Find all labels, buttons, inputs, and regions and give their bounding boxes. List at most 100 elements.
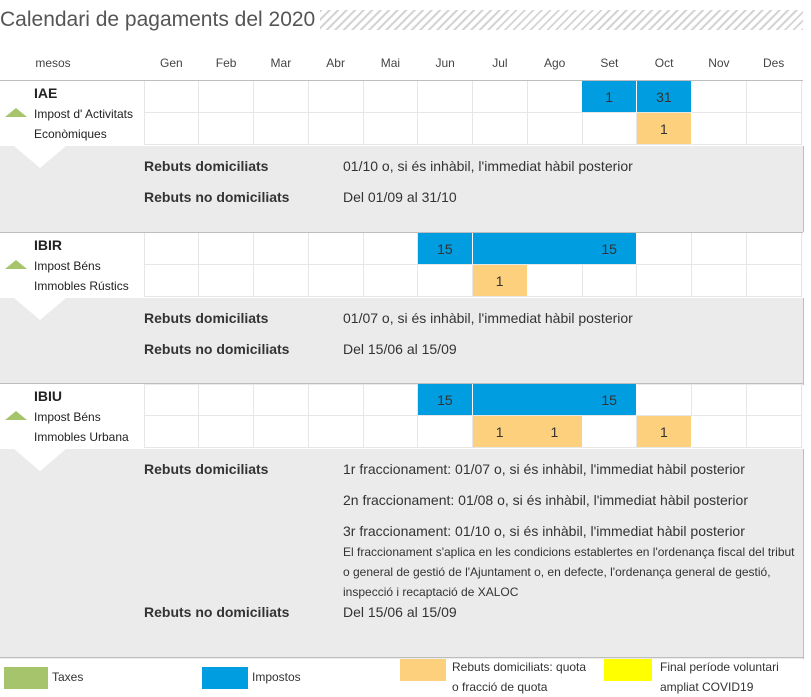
calendar-cell-set[interactable]: 15 <box>582 233 638 265</box>
month-header-oct: Oct <box>654 56 674 70</box>
tax-code: IAE <box>34 85 58 101</box>
tax-label[interactable]: IBIU Impost Béns Immobles Urbana <box>0 384 144 449</box>
no-domiciliats-label: Rebuts no domiciliats <box>144 189 290 205</box>
tax-description: Impost d' Activitats <box>34 107 133 121</box>
calendar-cell-des <box>746 233 802 265</box>
tax-block-iae: IAE Impost d' Activitats Econòmiques 1 31 1 Re… <box>0 80 804 232</box>
domiciliats-value: 2n fraccionament: 01/08 o, si és inhàbil… <box>343 492 748 508</box>
calendar-cell-set[interactable]: 15 <box>582 384 638 416</box>
domiciliats-label: Rebuts domiciliats <box>144 461 269 477</box>
expand-triangle-icon[interactable] <box>5 108 27 117</box>
domiciliats-value: 1r fraccionament: 01/07 o, si és inhàbil… <box>343 461 745 477</box>
month-header-gen: Gen <box>160 56 183 70</box>
calendar-cell-mai <box>363 416 419 448</box>
calendar-cell-gen <box>144 384 200 416</box>
calendar-cell-ago[interactable] <box>527 233 583 265</box>
calendar-cell-oct[interactable]: 1 <box>636 416 692 448</box>
fraccionament-note: El fraccionament s'aplica en les condici… <box>343 545 795 599</box>
calendar-cell-abr <box>308 384 364 416</box>
calendar-cell-jun <box>417 81 473 113</box>
calendar-cell-gen <box>144 416 200 448</box>
calendar-cell-gen <box>144 113 200 145</box>
domiciliats-label: Rebuts domiciliats <box>144 310 269 326</box>
month-header-feb: Feb <box>215 56 237 70</box>
calendar-cell-nov <box>691 113 747 145</box>
legend-swatch-covid <box>604 659 652 681</box>
tax-details-panel: Rebuts domiciliats 01/10 o, si és inhàbil… <box>0 146 804 232</box>
legend-label-covid: Final període voluntari ampliat COVID19 <box>660 660 779 694</box>
tax-block-ibiu: IBIU Impost Béns Immobles Urbana 15 15 1 1 1 Reb… <box>0 383 804 659</box>
calendar-cell-nov <box>691 81 747 113</box>
impostos-row: 15 15 <box>144 384 802 416</box>
legend-label-taxes: Taxes <box>52 670 84 684</box>
calendar-cell-feb <box>198 81 254 113</box>
calendar-cell-mar <box>253 233 309 265</box>
panel-pointer <box>14 449 66 471</box>
calendar-cell-jun <box>417 265 473 297</box>
calendar-cell-ago <box>527 81 583 113</box>
month-header-des: Des <box>762 56 785 70</box>
month-header-mar: Mar <box>270 56 292 70</box>
calendar-cell-oct <box>636 233 692 265</box>
calendar-cell-feb <box>198 113 254 145</box>
calendar-cell-des <box>746 416 802 448</box>
calendar-cell-feb <box>198 233 254 265</box>
calendar-cell-gen <box>144 233 200 265</box>
calendar-cell-nov <box>691 265 747 297</box>
calendar-cell-feb <box>198 265 254 297</box>
calendar-cell-nov <box>691 233 747 265</box>
calendar-cell-jun[interactable]: 15 <box>417 233 473 265</box>
no-domiciliats-value: Del 15/06 al 15/09 <box>343 341 457 357</box>
calendar-cell-mar <box>253 113 309 145</box>
calendar-cell-jun <box>417 416 473 448</box>
calendar-cell-mai <box>363 81 419 113</box>
expand-triangle-icon[interactable] <box>5 260 27 269</box>
domiciliats-value: 3r fraccionament: 01/10 o, si és inhàbil… <box>343 523 745 539</box>
calendar-cell-jul <box>472 113 528 145</box>
month-header-jun: Jun <box>435 56 455 70</box>
calendar-cell-mar <box>253 265 309 297</box>
calendar-cell-des <box>746 81 802 113</box>
calendar-cell-feb <box>198 416 254 448</box>
calendar-cell-jun[interactable]: 15 <box>417 384 473 416</box>
calendar-cell-jul[interactable] <box>472 233 528 265</box>
calendar-cell-jul <box>472 81 528 113</box>
panel-pointer <box>14 146 66 168</box>
calendar-cell-ago <box>527 113 583 145</box>
month-header-mai: Mai <box>380 56 401 70</box>
calendar-cell-jul[interactable]: 1 <box>472 416 528 448</box>
tax-label[interactable]: IBIR Impost Béns Immobles Rústics <box>0 233 144 298</box>
calendar-cell-mai <box>363 233 419 265</box>
tax-description: Econòmiques <box>34 127 107 141</box>
legend-swatch-impostos <box>202 667 248 689</box>
month-header-set: Set <box>600 56 619 70</box>
tax-label[interactable]: IAE Impost d' Activitats Econòmiques <box>0 81 144 146</box>
calendar-cell-abr <box>308 113 364 145</box>
tax-details-panel: Rebuts domiciliats 01/07 o, si és inhàbil… <box>0 298 804 385</box>
tax-code: IBIU <box>34 388 62 404</box>
calendar-cell-gen <box>144 81 200 113</box>
calendar-cell-abr <box>308 233 364 265</box>
calendar-cell-gen <box>144 265 200 297</box>
calendar-cell-ago[interactable]: 1 <box>527 416 583 448</box>
calendar-cell-feb <box>198 384 254 416</box>
calendar-cell-oct <box>636 384 692 416</box>
calendar-cell-jul[interactable]: 1 <box>472 265 528 297</box>
calendar-cell-mar <box>253 384 309 416</box>
page-title: Calendari de pagaments del 2020 <box>0 8 316 31</box>
calendar-cell-mai <box>363 384 419 416</box>
domiciliats-row: 1 <box>144 265 802 297</box>
calendar-cell-abr <box>308 416 364 448</box>
calendar-cell-ago[interactable] <box>527 384 583 416</box>
calendar-cell-oct[interactable]: 1 <box>636 113 692 145</box>
calendar-cell-set[interactable]: 1 <box>582 81 638 113</box>
expand-triangle-icon[interactable] <box>5 411 27 420</box>
tax-description: Impost Béns <box>34 259 101 273</box>
calendar-bottom-border <box>0 657 803 658</box>
impostos-row: 1 31 <box>144 81 802 113</box>
month-header-abr: Abr <box>326 56 345 70</box>
calendar-cell-oct[interactable]: 31 <box>636 81 692 113</box>
no-domiciliats-label: Rebuts no domiciliats <box>144 604 290 620</box>
calendar-cell-jul[interactable] <box>472 384 528 416</box>
